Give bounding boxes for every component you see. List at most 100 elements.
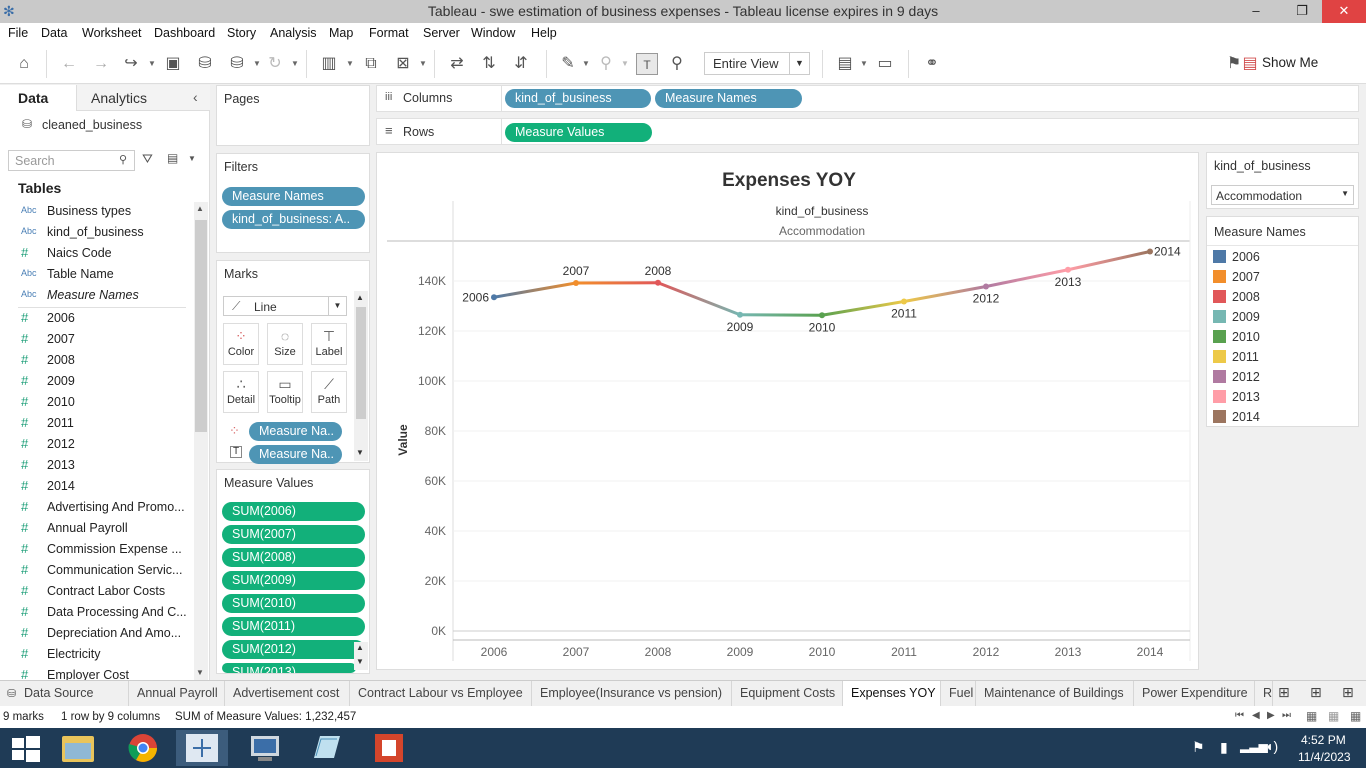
line-segment[interactable]	[902, 285, 988, 303]
marks-path-button[interactable]: ⟋ Path	[311, 371, 347, 413]
filter-pill-kind-of-business[interactable]: kind_of_business: A..	[222, 210, 365, 229]
data-point[interactable]	[655, 279, 661, 286]
clear-sheet-icon[interactable]: ⊠	[396, 55, 410, 72]
marks-pill-color[interactable]: Measure Na..	[249, 422, 342, 441]
tab-sheet[interactable]: R	[1255, 681, 1273, 707]
line-segment[interactable]	[984, 268, 1070, 288]
duplicate-sheet-icon[interactable]: ⧉	[365, 55, 377, 72]
rows-pill-measure-values[interactable]: Measure Values	[505, 123, 652, 142]
group-dropdown-icon[interactable]: ▼	[621, 59, 629, 68]
office-app-icon[interactable]	[362, 730, 414, 766]
filter-pill-measure-names[interactable]: Measure Names	[222, 187, 365, 206]
first-sheet-icon[interactable]: ⏮	[1235, 710, 1244, 721]
tab-sheet[interactable]: Employee(Insurance vs pension)	[532, 681, 732, 707]
new-worksheet-icon[interactable]: ⊞	[1278, 684, 1290, 700]
close-button[interactable]: ✕	[1322, 0, 1366, 23]
presentation-mode-icon[interactable]: ▭	[877, 55, 893, 72]
pause-dropdown-icon[interactable]: ▼	[253, 59, 261, 68]
field-item[interactable]: # Employer Cost	[0, 666, 192, 687]
refresh-icon[interactable]: ↻	[268, 55, 282, 72]
marks-pill-label[interactable]: Measure Na..	[249, 445, 342, 464]
tab-sheet[interactable]: Expenses YOY	[843, 681, 941, 707]
show-me-icon[interactable]: ▤	[1242, 55, 1258, 72]
field-item[interactable]: # Naics Code	[0, 244, 192, 265]
kind-of-business-select[interactable]: Accommodation ▼	[1211, 185, 1354, 205]
battery-icon[interactable]: ▮	[1220, 739, 1228, 755]
format-painter-icon[interactable]: ⚑	[1226, 55, 1242, 72]
new-worksheet-dropdown-icon[interactable]: ▼	[346, 59, 354, 68]
data-point[interactable]	[491, 294, 497, 301]
marks-scrollbar[interactable]: ▲ ▼	[354, 291, 368, 461]
scroll-up-icon[interactable]: ▲	[196, 204, 204, 213]
menu-map[interactable]: Map	[329, 26, 354, 40]
datasource-name[interactable]: cleaned_business	[42, 118, 143, 132]
measure-value-pill[interactable]: SUM(2008)	[222, 548, 365, 567]
scroll-down-icon[interactable]: ▼	[356, 657, 364, 666]
measure-value-pill[interactable]: SUM(2009)	[222, 571, 365, 590]
field-item[interactable]: # Contract Labor Costs	[0, 582, 192, 603]
replay-icon[interactable]: ↪	[124, 55, 138, 72]
file-explorer-icon[interactable]	[52, 730, 104, 766]
line-segment[interactable]	[492, 281, 578, 299]
columns-pill-measure-names[interactable]: Measure Names	[655, 89, 802, 108]
data-point[interactable]	[1147, 248, 1153, 255]
show-cards-icon[interactable]: ▤	[837, 55, 853, 72]
field-item[interactable]: #2008	[0, 351, 192, 372]
measure-value-pill[interactable]: SUM(2010)	[222, 594, 365, 613]
home-icon[interactable]: ⌂	[19, 55, 29, 72]
view-dropdown-icon[interactable]: ▼	[188, 154, 196, 163]
data-point[interactable]	[819, 312, 825, 319]
field-item[interactable]: #2006	[0, 309, 192, 330]
scroll-down-icon[interactable]: ▼	[196, 668, 204, 677]
field-item[interactable]: # Data Processing And C...	[0, 603, 192, 624]
menu-help[interactable]: Help	[531, 26, 557, 40]
highlight-dropdown-icon[interactable]: ▼	[582, 59, 590, 68]
field-item[interactable]: #2014	[0, 477, 192, 498]
tab-sheet[interactable]: Maintenance of Buildings	[976, 681, 1134, 707]
field-item[interactable]: Abc Business types	[0, 202, 192, 223]
field-item[interactable]: #2011	[0, 414, 192, 435]
start-button[interactable]	[0, 730, 52, 766]
scroll-up-icon[interactable]: ▲	[356, 293, 364, 302]
tab-analytics[interactable]: Analytics	[76, 85, 210, 111]
menu-story[interactable]: Story	[227, 26, 257, 40]
viz-area[interactable]: Expenses YOY kind_of_business Accommodat…	[376, 152, 1199, 670]
measure-value-pill[interactable]: SUM(2013)	[222, 663, 356, 673]
marks-label-button[interactable]: ⊤ Label	[311, 323, 347, 365]
columns-shelf[interactable]: iii Columns kind_of_business Measure Nam…	[376, 85, 1359, 112]
field-item[interactable]: Abc kind_of_business	[0, 223, 192, 244]
save-icon[interactable]: ▣	[165, 55, 181, 72]
line-chart[interactable]: Expenses YOY kind_of_business Accommodat…	[377, 153, 1198, 669]
measure-value-pill[interactable]: SUM(2011)	[222, 617, 365, 636]
next-sheet-icon[interactable]: ▶	[1267, 710, 1275, 721]
sort-ascending-icon[interactable]: ⇅	[482, 55, 496, 72]
measure-value-pill[interactable]: SUM(2006)	[222, 502, 365, 521]
last-sheet-icon[interactable]: ⏭	[1282, 710, 1291, 721]
new-dashboard-icon[interactable]: ⊞	[1310, 684, 1322, 700]
mark-type-select[interactable]: ⟋ Line ▼	[223, 296, 347, 316]
notes-app-icon[interactable]	[300, 730, 352, 766]
scrollbar-thumb[interactable]	[195, 220, 207, 432]
replay-dropdown-icon[interactable]: ▼	[148, 59, 156, 68]
field-item[interactable]: #2007	[0, 330, 192, 351]
tab-sheet[interactable]: Contract Labour vs Employee	[350, 681, 532, 707]
field-item[interactable]: # Annual Payroll	[0, 519, 192, 540]
network-icon[interactable]: ▂▃▅	[1240, 739, 1268, 753]
tab-sheet[interactable]: Power Expenditure	[1134, 681, 1255, 707]
refresh-dropdown-icon[interactable]: ▼	[291, 59, 299, 68]
legend-item[interactable]: 2013	[1213, 390, 1260, 408]
field-item[interactable]: #2010	[0, 393, 192, 414]
collapse-pane-icon[interactable]: ‹	[193, 89, 198, 105]
redo-icon[interactable]: →	[93, 55, 109, 72]
sort-descending-icon[interactable]: ⇵	[514, 55, 528, 72]
data-point[interactable]	[983, 283, 989, 290]
line-segment[interactable]	[656, 281, 742, 317]
clear-dropdown-icon[interactable]: ▼	[419, 59, 427, 68]
menu-file[interactable]: File	[8, 26, 29, 40]
scroll-down-icon[interactable]: ▼	[356, 448, 364, 457]
menu-dashboard[interactable]: Dashboard	[154, 26, 216, 40]
minimize-button[interactable]: –	[1252, 3, 1260, 18]
menu-server[interactable]: Server	[423, 26, 460, 40]
field-item[interactable]: # Commission Expense ...	[0, 540, 192, 561]
show-cards-dropdown-icon[interactable]: ▼	[860, 59, 868, 68]
